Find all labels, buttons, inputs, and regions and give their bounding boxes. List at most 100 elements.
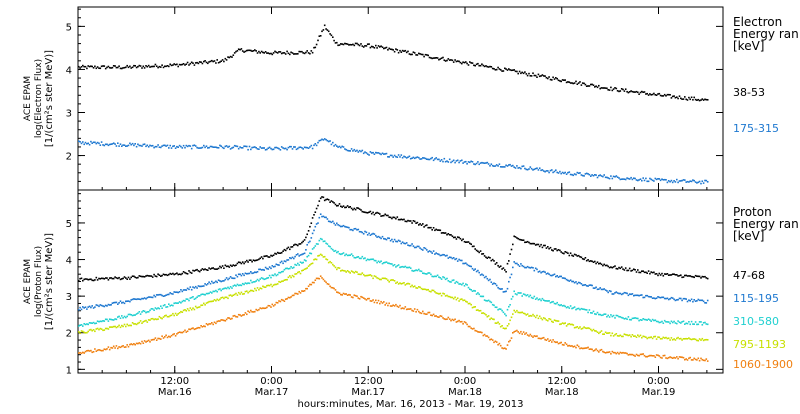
- data-point: [272, 266, 275, 268]
- data-point: [409, 157, 412, 160]
- data-point: [182, 309, 185, 312]
- data-point: [434, 315, 436, 317]
- data-point: [696, 182, 698, 184]
- data-point: [190, 61, 193, 64]
- data-point: [633, 354, 635, 357]
- data-point: [303, 146, 306, 149]
- data-point: [633, 335, 635, 337]
- data-point: [655, 273, 658, 275]
- data-point: [368, 43, 370, 45]
- data-point: [505, 290, 507, 293]
- data-point: [704, 359, 706, 362]
- data-point: [115, 318, 118, 321]
- data-point: [549, 318, 552, 321]
- data-point: [477, 309, 479, 311]
- data-point: [514, 311, 517, 313]
- data-point: [216, 268, 218, 270]
- data-point: [478, 310, 480, 312]
- data-point: [87, 349, 89, 352]
- data-point: [529, 75, 532, 77]
- data-point: [647, 336, 650, 339]
- data-point: [80, 308, 83, 311]
- data-point: [219, 320, 221, 322]
- data-point: [674, 339, 677, 341]
- x-tick-label: 0:00: [454, 376, 476, 387]
- data-point: [452, 61, 455, 63]
- data-point: [229, 318, 232, 320]
- data-point: [107, 303, 110, 306]
- data-point: [478, 331, 480, 333]
- data-point: [466, 163, 468, 165]
- data-point: [579, 256, 581, 258]
- data-point: [338, 292, 341, 294]
- data-point: [658, 321, 661, 324]
- data-point: [696, 300, 698, 302]
- data-point: [485, 65, 487, 67]
- data-point: [509, 276, 511, 279]
- data-point: [646, 272, 648, 274]
- data-point: [622, 268, 624, 270]
- data-point: [564, 79, 566, 81]
- data-point: [95, 322, 98, 324]
- data-point: [260, 50, 263, 53]
- data-point: [384, 277, 386, 280]
- data-point: [84, 141, 87, 144]
- data-point: [583, 258, 585, 261]
- data-point: [654, 177, 657, 180]
- data-point: [653, 355, 655, 357]
- data-point: [115, 301, 118, 304]
- data-point: [393, 280, 396, 282]
- data-point: [458, 258, 460, 261]
- data-point: [628, 91, 631, 93]
- data-point: [604, 352, 607, 354]
- data-point: [258, 50, 260, 53]
- data-point: [119, 143, 122, 145]
- data-point: [106, 318, 108, 321]
- data-point: [106, 143, 108, 146]
- data-point: [309, 252, 311, 254]
- data-point: [280, 251, 283, 254]
- data-point: [220, 280, 222, 283]
- data-point: [147, 296, 150, 298]
- data-point: [408, 220, 411, 222]
- data-point: [676, 299, 678, 301]
- data-point: [591, 329, 593, 332]
- data-point: [102, 305, 104, 307]
- data-point: [196, 327, 198, 329]
- data-point: [643, 271, 646, 274]
- data-point: [391, 217, 393, 220]
- data-point: [86, 67, 88, 70]
- data-point: [518, 166, 521, 169]
- data-point: [633, 91, 635, 93]
- data-point: [689, 300, 691, 302]
- data-point: [491, 283, 494, 285]
- data-point: [258, 279, 260, 282]
- data-point: [302, 261, 304, 264]
- data-point: [513, 261, 515, 263]
- data-point: [685, 181, 687, 183]
- data-point: [540, 337, 542, 340]
- data-point: [348, 206, 350, 209]
- data-point: [704, 321, 706, 324]
- data-point: [447, 280, 450, 282]
- data-point: [499, 166, 502, 168]
- data-point: [577, 307, 580, 310]
- data-point: [498, 308, 501, 310]
- data-point: [600, 288, 603, 291]
- data-point: [702, 339, 705, 342]
- data-point: [258, 288, 260, 291]
- data-point: [264, 51, 267, 53]
- data-point: [239, 261, 241, 264]
- data-point: [368, 297, 370, 300]
- data-point: [291, 148, 294, 150]
- data-point: [250, 148, 252, 151]
- data-point: [193, 64, 196, 66]
- data-point: [276, 264, 279, 266]
- data-point: [126, 344, 128, 346]
- data-point: [354, 150, 357, 152]
- data-point: [579, 172, 581, 174]
- data-point: [638, 354, 640, 357]
- data-point: [392, 240, 394, 243]
- data-point: [590, 284, 592, 286]
- data-point: [104, 327, 107, 330]
